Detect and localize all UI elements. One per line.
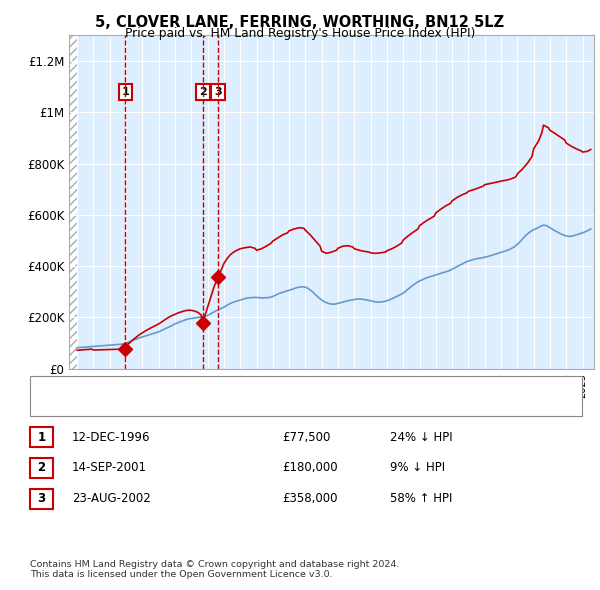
Text: Price paid vs. HM Land Registry's House Price Index (HPI): Price paid vs. HM Land Registry's House …: [125, 27, 475, 40]
Text: 2: 2: [199, 87, 207, 97]
Text: 2: 2: [37, 461, 46, 474]
Text: 5, CLOVER LANE, FERRING, WORTHING, BN12 5LZ (detached house): 5, CLOVER LANE, FERRING, WORTHING, BN12 …: [76, 382, 449, 391]
Text: £358,000: £358,000: [282, 492, 337, 505]
Text: 9% ↓ HPI: 9% ↓ HPI: [390, 461, 445, 474]
Text: Contains HM Land Registry data © Crown copyright and database right 2024.
This d: Contains HM Land Registry data © Crown c…: [30, 560, 400, 579]
Text: 1: 1: [37, 431, 46, 444]
Text: 1: 1: [121, 87, 129, 97]
Text: 12-DEC-1996: 12-DEC-1996: [72, 431, 151, 444]
Text: 24% ↓ HPI: 24% ↓ HPI: [390, 431, 452, 444]
Text: 3: 3: [214, 87, 222, 97]
Text: 23-AUG-2002: 23-AUG-2002: [72, 492, 151, 505]
Text: £180,000: £180,000: [282, 461, 338, 474]
Bar: [69, 35, 77, 369]
Text: 58% ↑ HPI: 58% ↑ HPI: [390, 492, 452, 505]
Text: 14-SEP-2001: 14-SEP-2001: [72, 461, 147, 474]
Text: 5, CLOVER LANE, FERRING, WORTHING, BN12 5LZ: 5, CLOVER LANE, FERRING, WORTHING, BN12 …: [95, 15, 505, 30]
Text: HPI: Average price, detached house, Arun: HPI: Average price, detached house, Arun: [76, 399, 304, 409]
Text: 3: 3: [37, 492, 46, 505]
Text: £77,500: £77,500: [282, 431, 331, 444]
